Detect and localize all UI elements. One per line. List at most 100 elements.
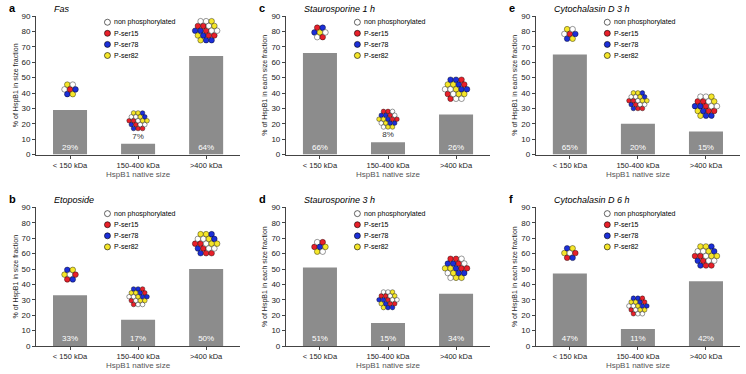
svg-text:d: d — [259, 193, 266, 205]
svg-text:% of HspB1 in size fraction: % of HspB1 in size fraction — [12, 43, 20, 127]
svg-text:% of HspB1 in each size fracti: % of HspB1 in each size fraction — [261, 35, 269, 136]
svg-text:non phosphorylated: non phosphorylated — [114, 18, 176, 26]
svg-text:10: 10 — [271, 135, 280, 144]
svg-text:30: 30 — [521, 104, 530, 113]
svg-text:30: 30 — [21, 296, 30, 305]
svg-text:150-400 kDa: 150-400 kDa — [367, 352, 411, 361]
svg-text:0: 0 — [26, 342, 31, 351]
svg-text:40: 40 — [21, 280, 30, 289]
svg-text:26%: 26% — [448, 143, 464, 152]
svg-text:70: 70 — [21, 234, 30, 243]
svg-text:40: 40 — [271, 280, 280, 289]
svg-text:64%: 64% — [198, 143, 214, 152]
svg-text:50: 50 — [521, 265, 530, 274]
svg-text:P-ser78: P-ser78 — [364, 41, 389, 48]
svg-text:80: 80 — [521, 27, 530, 36]
svg-text:>400 kDa: >400 kDa — [690, 161, 723, 170]
svg-text:10: 10 — [271, 326, 280, 335]
svg-text:< 150 kDa: < 150 kDa — [303, 352, 338, 361]
svg-text:70: 70 — [21, 43, 30, 52]
svg-text:50%: 50% — [198, 334, 214, 343]
svg-text:8%: 8% — [382, 130, 394, 139]
svg-text:>400 kDa: >400 kDa — [190, 352, 223, 361]
svg-text:P-ser15: P-ser15 — [364, 221, 389, 228]
svg-text:33%: 33% — [62, 334, 78, 343]
svg-text:60: 60 — [271, 58, 280, 67]
svg-text:90: 90 — [271, 12, 280, 21]
svg-text:< 150 kDa: < 150 kDa — [553, 161, 588, 170]
svg-text:>400 kDa: >400 kDa — [190, 161, 223, 170]
svg-text:P-ser15: P-ser15 — [614, 221, 639, 228]
svg-text:P-ser15: P-ser15 — [114, 221, 139, 228]
svg-text:>400 kDa: >400 kDa — [690, 352, 723, 361]
svg-text:10: 10 — [21, 326, 30, 335]
svg-text:65%: 65% — [562, 143, 578, 152]
svg-text:Staurosporine 1 h: Staurosporine 1 h — [304, 4, 375, 14]
svg-text:non phosphorylated: non phosphorylated — [114, 210, 176, 218]
svg-text:20: 20 — [271, 120, 280, 129]
svg-text:P-ser15: P-ser15 — [364, 30, 389, 37]
svg-text:150-400 kDa: 150-400 kDa — [616, 352, 660, 361]
svg-text:60: 60 — [521, 58, 530, 67]
svg-text:51%: 51% — [312, 334, 328, 343]
svg-text:60: 60 — [21, 58, 30, 67]
svg-text:80: 80 — [21, 219, 30, 228]
svg-text:60: 60 — [521, 249, 530, 258]
svg-text:40: 40 — [521, 89, 530, 98]
svg-text:11%: 11% — [630, 334, 645, 343]
svg-text:20: 20 — [21, 120, 30, 129]
svg-text:0: 0 — [526, 150, 531, 159]
svg-text:Fas: Fas — [54, 4, 70, 14]
svg-text:b: b — [9, 193, 16, 205]
svg-text:150-400 kDa: 150-400 kDa — [117, 352, 161, 361]
svg-text:HspB1 native size: HspB1 native size — [106, 361, 171, 370]
svg-text:70: 70 — [521, 234, 530, 243]
svg-text:Staurosporine 3 h: Staurosporine 3 h — [304, 195, 375, 205]
svg-text:P-ser78: P-ser78 — [114, 41, 139, 48]
svg-text:HspB1 native size: HspB1 native size — [356, 170, 421, 179]
svg-text:P-ser15: P-ser15 — [614, 30, 639, 37]
svg-text:non phosphorylated: non phosphorylated — [614, 18, 676, 26]
svg-text:30: 30 — [271, 104, 280, 113]
svg-text:34%: 34% — [448, 334, 464, 343]
svg-text:90: 90 — [521, 203, 530, 212]
svg-text:non phosphorylated: non phosphorylated — [614, 210, 676, 218]
svg-text:HspB1 native size: HspB1 native size — [106, 170, 171, 179]
svg-text:HspB1 native size: HspB1 native size — [606, 170, 671, 179]
svg-text:e: e — [509, 2, 515, 14]
svg-text:29%: 29% — [62, 143, 78, 152]
svg-text:non phosphorylated: non phosphorylated — [364, 210, 426, 218]
svg-text:% of HspB1 in size fraction: % of HspB1 in size fraction — [12, 235, 20, 319]
svg-text:>400 kDa: >400 kDa — [440, 161, 473, 170]
svg-text:HspB1 native size: HspB1 native size — [606, 361, 671, 370]
svg-text:90: 90 — [21, 12, 30, 21]
svg-text:20: 20 — [21, 311, 30, 320]
svg-text:20%: 20% — [630, 143, 646, 152]
svg-text:20: 20 — [521, 120, 530, 129]
svg-text:P-ser78: P-ser78 — [614, 232, 639, 239]
svg-text:50: 50 — [271, 265, 280, 274]
svg-text:10: 10 — [21, 135, 30, 144]
svg-text:50: 50 — [271, 73, 280, 82]
svg-text:60: 60 — [271, 249, 280, 258]
svg-text:Cytochalasin D 3 h: Cytochalasin D 3 h — [554, 4, 630, 14]
svg-text:10: 10 — [521, 135, 530, 144]
svg-text:Cytochalasin D 6 h: Cytochalasin D 6 h — [554, 195, 630, 205]
svg-text:P-ser82: P-ser82 — [114, 52, 139, 59]
svg-text:40: 40 — [521, 280, 530, 289]
svg-text:80: 80 — [271, 219, 280, 228]
svg-text:% of HspB1 in each size fracti: % of HspB1 in each size fraction — [261, 226, 269, 327]
svg-text:50: 50 — [521, 73, 530, 82]
svg-text:47%: 47% — [562, 334, 578, 343]
svg-text:0: 0 — [26, 150, 31, 159]
svg-text:0: 0 — [276, 342, 281, 351]
svg-text:P-ser82: P-ser82 — [114, 243, 139, 250]
svg-text:90: 90 — [21, 203, 30, 212]
svg-text:40: 40 — [21, 89, 30, 98]
svg-text:80: 80 — [521, 219, 530, 228]
svg-text:0: 0 — [276, 150, 281, 159]
svg-text:42%: 42% — [698, 334, 714, 343]
svg-text:P-ser78: P-ser78 — [614, 41, 639, 48]
svg-text:150-400 kDa: 150-400 kDa — [616, 161, 660, 170]
svg-text:66%: 66% — [312, 143, 328, 152]
